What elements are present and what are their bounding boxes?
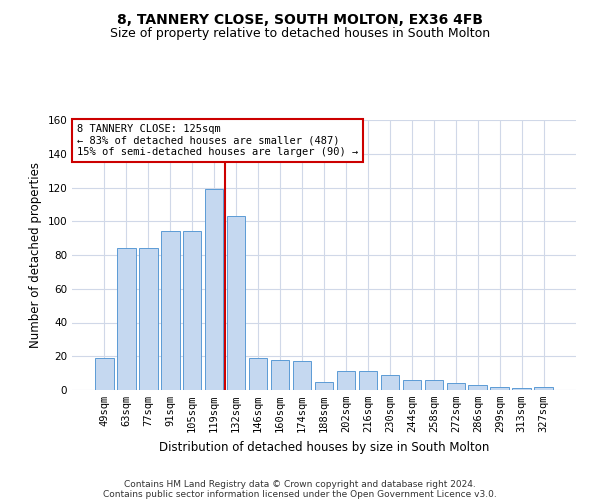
Y-axis label: Number of detached properties: Number of detached properties: [29, 162, 42, 348]
Text: 8 TANNERY CLOSE: 125sqm
← 83% of detached houses are smaller (487)
15% of semi-d: 8 TANNERY CLOSE: 125sqm ← 83% of detache…: [77, 124, 358, 157]
Bar: [117, 248, 136, 390]
Bar: [446, 383, 465, 390]
Bar: [425, 380, 443, 390]
Bar: [512, 388, 531, 390]
Bar: [161, 232, 179, 390]
Bar: [205, 189, 223, 390]
Bar: [249, 358, 268, 390]
Bar: [293, 362, 311, 390]
Bar: [337, 372, 355, 390]
Text: Contains HM Land Registry data © Crown copyright and database right 2024.
Contai: Contains HM Land Registry data © Crown c…: [103, 480, 497, 500]
Bar: [403, 380, 421, 390]
Bar: [183, 232, 202, 390]
Text: 8, TANNERY CLOSE, SOUTH MOLTON, EX36 4FB: 8, TANNERY CLOSE, SOUTH MOLTON, EX36 4FB: [117, 12, 483, 26]
Bar: [314, 382, 334, 390]
Bar: [95, 358, 113, 390]
Bar: [490, 386, 509, 390]
Bar: [380, 375, 399, 390]
Bar: [271, 360, 289, 390]
Bar: [359, 372, 377, 390]
Bar: [469, 385, 487, 390]
Bar: [139, 248, 158, 390]
Text: Size of property relative to detached houses in South Molton: Size of property relative to detached ho…: [110, 28, 490, 40]
Bar: [227, 216, 245, 390]
X-axis label: Distribution of detached houses by size in South Molton: Distribution of detached houses by size …: [159, 440, 489, 454]
Bar: [535, 386, 553, 390]
